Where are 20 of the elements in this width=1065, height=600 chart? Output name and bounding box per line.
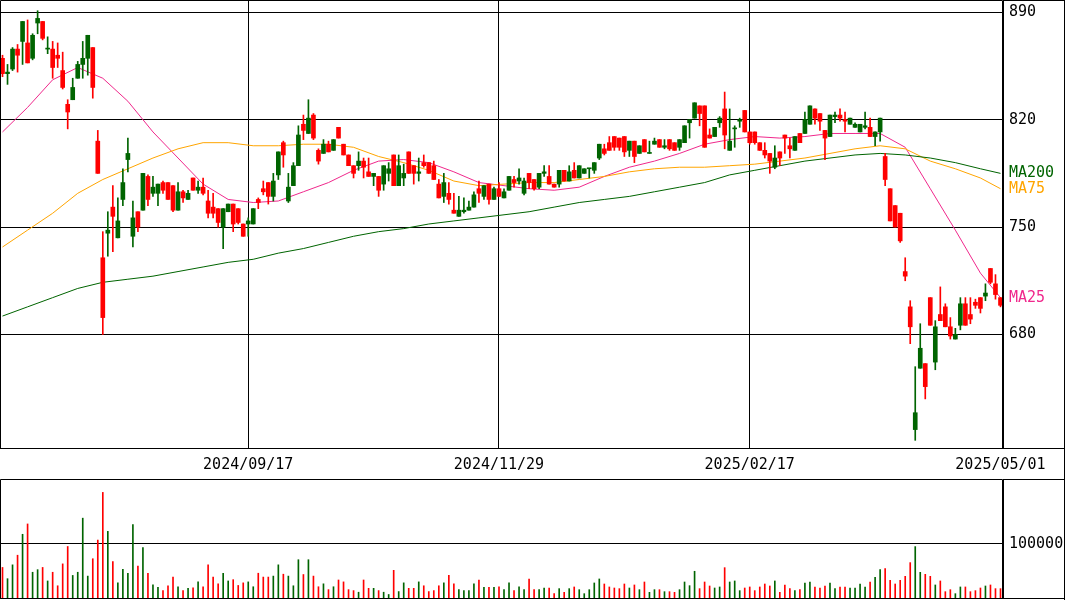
candlestick	[727, 108, 733, 151]
y-tick-label: 890	[1009, 2, 1037, 21]
candlestick	[862, 111, 868, 130]
series-label: MA25	[1009, 287, 1046, 306]
y-tick-label: 100000	[1009, 533, 1064, 552]
candlestick	[416, 157, 422, 182]
candlestick	[451, 192, 457, 214]
candlestick	[65, 99, 71, 130]
x-tick-label: 2025/05/01	[955, 454, 1046, 473]
x-tick-label: 2024/11/29	[453, 454, 545, 473]
y-tick-label: 680	[1009, 324, 1037, 343]
candlestick	[912, 366, 918, 441]
y-tick-label: 820	[1009, 109, 1037, 128]
candlestick	[842, 111, 848, 133]
x-tick-label: 2025/02/17	[704, 454, 795, 473]
candlestick	[787, 137, 793, 159]
candlestick	[902, 257, 908, 282]
x-tick-label: 2024/09/17	[203, 454, 294, 473]
candlestick	[105, 211, 111, 257]
y-tick-label: 750	[1009, 216, 1037, 235]
